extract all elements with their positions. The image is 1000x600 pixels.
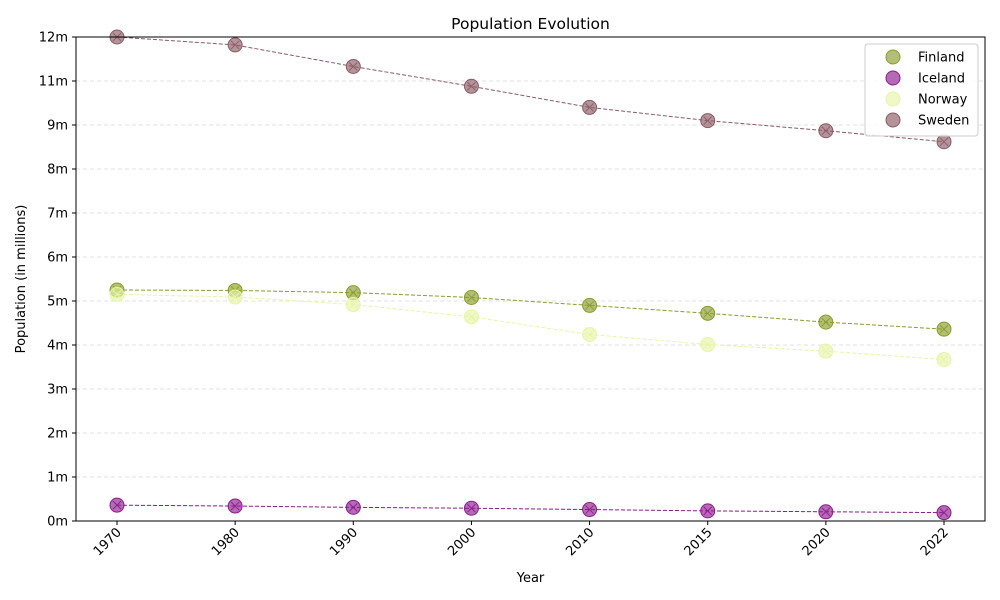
legend-marker — [885, 70, 901, 86]
y-tick-label: 4m — [47, 339, 68, 354]
y-axis-title: Population (in millions) — [14, 205, 29, 354]
legend-label: Iceland — [918, 72, 965, 87]
y-tick-label: 8m — [47, 163, 68, 178]
data-point-x-marker — [821, 346, 831, 356]
x-tick-label: 2015 — [682, 525, 716, 559]
series-norway — [109, 286, 952, 368]
legend-marker — [885, 91, 901, 107]
x-tick-label: 2022 — [918, 525, 952, 559]
y-tick-label: 5m — [47, 295, 68, 310]
data-point-x-marker — [939, 324, 949, 334]
data-point-x-marker — [230, 40, 240, 50]
data-point-x-marker — [348, 288, 358, 297]
series-layer — [109, 29, 952, 521]
y-tick-label: 0m — [47, 515, 68, 530]
data-point-x-marker — [467, 81, 476, 91]
chart-title: Population Evolution — [451, 15, 610, 33]
data-point-x-marker — [703, 116, 713, 125]
data-point-x-marker — [348, 503, 358, 512]
data-point-x-marker — [821, 317, 831, 327]
data-point-x-marker — [703, 340, 713, 349]
series-iceland — [109, 497, 952, 521]
x-tick-label: 2020 — [800, 525, 834, 559]
series-line — [116, 289, 945, 330]
data-point-x-marker — [585, 301, 594, 310]
y-tick-label: 7m — [47, 207, 68, 222]
series-sweden — [109, 29, 952, 150]
y-tick-label: 2m — [47, 427, 68, 442]
y-tick-label: 1m — [47, 471, 68, 486]
x-tick-label: 1990 — [327, 525, 361, 559]
data-point-x-marker — [821, 507, 831, 517]
data-point-x-marker — [467, 312, 476, 322]
legend-label: Norway — [918, 93, 968, 108]
data-point-x-marker — [939, 355, 949, 364]
data-point-x-marker — [348, 62, 358, 71]
x-tick-label: 1980 — [209, 525, 243, 559]
plot-frame — [75, 36, 986, 522]
data-point-x-marker — [703, 506, 713, 516]
data-point-x-marker — [467, 503, 476, 513]
series-finland — [109, 282, 952, 337]
series-line — [116, 293, 945, 361]
data-point-x-marker — [821, 126, 831, 136]
data-point-x-marker — [585, 505, 594, 514]
grid-lines — [76, 36, 985, 522]
data-point-x-marker — [703, 308, 713, 318]
data-point-x-marker — [230, 292, 240, 302]
y-tick-label: 12m — [39, 31, 68, 46]
data-point-x-marker — [585, 103, 594, 112]
data-point-x-marker — [112, 500, 122, 510]
data-point-x-marker — [230, 501, 240, 511]
x-tick-label: 2010 — [563, 525, 597, 559]
series-line — [116, 36, 945, 143]
x-axis: 1970 1980 1990 2000 2010 2015 2020 2022 — [91, 521, 952, 559]
legend-label: Finland — [918, 51, 964, 66]
data-point-x-marker — [585, 330, 594, 339]
y-tick-label: 9m — [47, 119, 68, 134]
y-axis: 0m 1m 2m 3m 4m 5m 6m 7m 8m 9m 11m 12m — [39, 31, 76, 530]
legend-marker — [885, 112, 901, 128]
x-tick-label: 2000 — [445, 525, 479, 559]
y-tick-label: 3m — [47, 383, 68, 398]
data-point-x-marker — [467, 293, 476, 302]
x-tick-label: 1970 — [91, 525, 125, 559]
legend-marker — [885, 49, 901, 65]
y-tick-label: 11m — [39, 75, 68, 90]
legend-label: Sweden — [918, 114, 969, 129]
data-point-x-marker — [348, 300, 358, 309]
legend: Finland Iceland Norway Sweden — [864, 43, 979, 137]
data-point-x-marker — [939, 137, 949, 147]
data-point-x-marker — [112, 290, 122, 299]
data-point-x-marker — [939, 508, 949, 517]
y-tick-label: 6m — [47, 251, 68, 266]
x-axis-title: Year — [516, 571, 545, 586]
